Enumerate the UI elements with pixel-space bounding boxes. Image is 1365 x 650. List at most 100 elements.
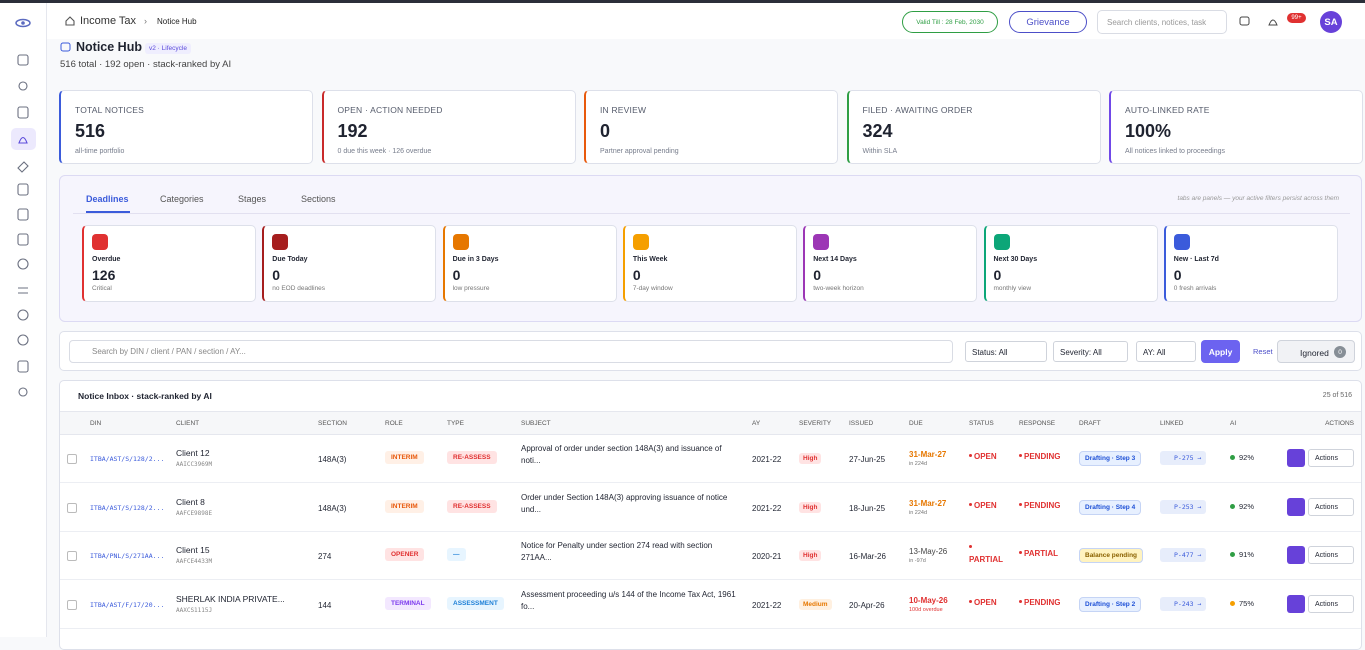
row-checkbox[interactable] xyxy=(67,599,77,610)
din[interactable]: ITBA/AST/S/128/2... xyxy=(90,503,165,512)
deadline-icon xyxy=(993,234,1010,250)
ai-score: 91% xyxy=(1239,550,1255,559)
ai-button[interactable] xyxy=(1287,594,1305,613)
role-tag: INTERIM xyxy=(385,451,424,464)
linked-tag[interactable]: P-243 → xyxy=(1160,596,1207,611)
deadline-label: This Week xyxy=(632,256,668,263)
deadline-card[interactable]: Due in 3 Days 0 low pressure xyxy=(442,225,617,302)
ai-dot xyxy=(1230,600,1235,606)
response: PARTIAL xyxy=(1024,549,1059,558)
kpi-card: IN REVIEW 0 Partner approval pending xyxy=(584,90,838,164)
deadline-value: 126 xyxy=(92,267,116,283)
pan: AAFCE4433M xyxy=(176,558,213,565)
deadline-card[interactable]: Next 14 Days 0 two-week horizon xyxy=(803,225,978,302)
ai-button[interactable] xyxy=(1287,449,1305,467)
tab[interactable]: Deadlines xyxy=(86,194,130,213)
apply-button[interactable]: Apply xyxy=(1201,340,1240,363)
ay-select[interactable]: AY: All xyxy=(1136,341,1196,362)
avatar[interactable]: SA xyxy=(1320,11,1342,33)
deadline-label: New · Last 7d xyxy=(1173,256,1219,263)
kpi-value: 324 xyxy=(862,121,893,141)
kpi-card: AUTO-LINKED RATE 100% All notices linked t… xyxy=(1109,90,1363,164)
deadline-value: 0 xyxy=(452,267,461,283)
ai-button[interactable] xyxy=(1287,497,1305,516)
ignored-label: Ignored xyxy=(1300,348,1329,358)
ignored-button[interactable]: Ignored 0 xyxy=(1277,340,1355,363)
din[interactable]: ITBA/PNL/S/271AA... xyxy=(90,552,165,560)
response: PENDING xyxy=(1024,597,1061,607)
deadline-label: Due Today xyxy=(272,256,308,263)
subject: Notice for Penalty under section 274 rea… xyxy=(521,541,713,562)
draft-tag[interactable]: Drafting · Step 3 xyxy=(1079,451,1142,466)
table-title: Notice Inbox · stack-ranked by AI xyxy=(78,391,212,401)
deadline-note: low pressure xyxy=(452,285,490,292)
linked-tag[interactable]: P-477 → xyxy=(1160,548,1207,562)
table-row: ITBA/PNL/S/271AA... Client 15 AAFCE4433M 27… xyxy=(60,532,1361,580)
row-checkbox[interactable] xyxy=(67,454,77,464)
search-input[interactable]: Search clients, notices, task xyxy=(1097,10,1227,34)
actions-button[interactable]: Actions xyxy=(1308,497,1354,516)
severity-tag: High xyxy=(799,501,822,513)
kpi-note: All notices linked to proceedings xyxy=(1125,148,1226,155)
tab[interactable]: Categories xyxy=(160,194,204,204)
draft-tag[interactable]: Drafting · Step 2 xyxy=(1079,596,1142,612)
ai-dot xyxy=(1230,503,1235,509)
response: PENDING xyxy=(1024,500,1061,510)
deadline-label: Next 14 Days xyxy=(813,256,857,263)
tab[interactable]: Stages xyxy=(238,194,267,204)
deadline-note: monthly view xyxy=(993,285,1032,292)
deadline-value: 0 xyxy=(272,267,281,283)
status-select[interactable]: Status: All xyxy=(965,341,1047,362)
client: Client 12 xyxy=(176,448,210,458)
column-header: ISSUED xyxy=(849,420,874,427)
draft-tag[interactable]: Drafting · Step 4 xyxy=(1079,499,1142,515)
subject: Order under Section 148A(3) approving is… xyxy=(521,492,728,514)
table-count: 25 of 516 xyxy=(1322,392,1352,399)
row-checkbox[interactable] xyxy=(67,502,77,513)
due: 31-Mar-27 xyxy=(909,450,947,459)
ai-button[interactable] xyxy=(1287,546,1305,564)
din[interactable]: ITBA/AST/S/128/2... xyxy=(90,455,165,463)
due: 31-Mar-27 xyxy=(909,498,947,508)
severity-select[interactable]: Severity: All xyxy=(1053,341,1128,362)
kpi-value: 516 xyxy=(75,121,106,141)
kpi-value: 0 xyxy=(600,121,611,141)
grievance-button[interactable]: Grievance xyxy=(1009,11,1087,33)
page-title: Notice Hub xyxy=(76,40,142,54)
actions-button[interactable]: Actions xyxy=(1308,449,1354,467)
din[interactable]: ITBA/AST/F/17/20... xyxy=(90,600,165,609)
row-checkbox[interactable] xyxy=(67,551,77,561)
deadline-note: Critical xyxy=(92,285,112,292)
linked-tag[interactable]: P-253 → xyxy=(1160,499,1207,514)
actions-button[interactable]: Actions xyxy=(1308,594,1354,613)
actions-button[interactable]: Actions xyxy=(1308,546,1354,564)
linked-tag[interactable]: P-275 → xyxy=(1160,451,1207,465)
deadline-card[interactable]: This Week 0 7-day window xyxy=(622,225,797,302)
column-header: AY xyxy=(752,420,761,427)
kpi-label: AUTO-LINKED RATE xyxy=(1125,105,1210,115)
deadline-card[interactable]: New · Last 7d 0 0 fresh arrivals xyxy=(1163,225,1338,302)
column-header: SEVERITY xyxy=(799,420,832,427)
ignored-count: 0 xyxy=(1334,346,1346,358)
deadline-card[interactable]: Due Today 0 no EOD deadlines xyxy=(262,225,437,302)
kpi-value: 192 xyxy=(337,121,368,141)
column-header: TYPE xyxy=(447,420,464,427)
deadline-note: two-week horizon xyxy=(813,285,864,292)
client: Client 15 xyxy=(176,545,210,555)
breadcrumb: Notice Hub xyxy=(157,17,197,26)
tab[interactable]: Sections xyxy=(301,194,336,204)
reset-link[interactable]: Reset xyxy=(1253,347,1273,356)
deadline-card[interactable]: Overdue 126 Critical xyxy=(82,225,256,302)
breadcrumb[interactable]: Income Tax xyxy=(80,15,137,27)
pan: AAICC3969M xyxy=(176,461,213,468)
draft-tag[interactable]: Balance pending xyxy=(1079,548,1144,563)
ai-score: 75% xyxy=(1239,598,1255,608)
role-tag: OPENER xyxy=(385,548,425,561)
due-note: in 224d xyxy=(909,461,928,467)
response-dot xyxy=(1019,454,1022,457)
page-subtitle: 516 total · 192 open · stack-ranked by A… xyxy=(60,59,232,70)
status: OPEN xyxy=(974,452,997,461)
filter-search[interactable]: Search by DIN / client / PAN / section /… xyxy=(69,340,953,363)
deadline-card[interactable]: Next 30 Days 0 monthly view xyxy=(983,225,1158,302)
